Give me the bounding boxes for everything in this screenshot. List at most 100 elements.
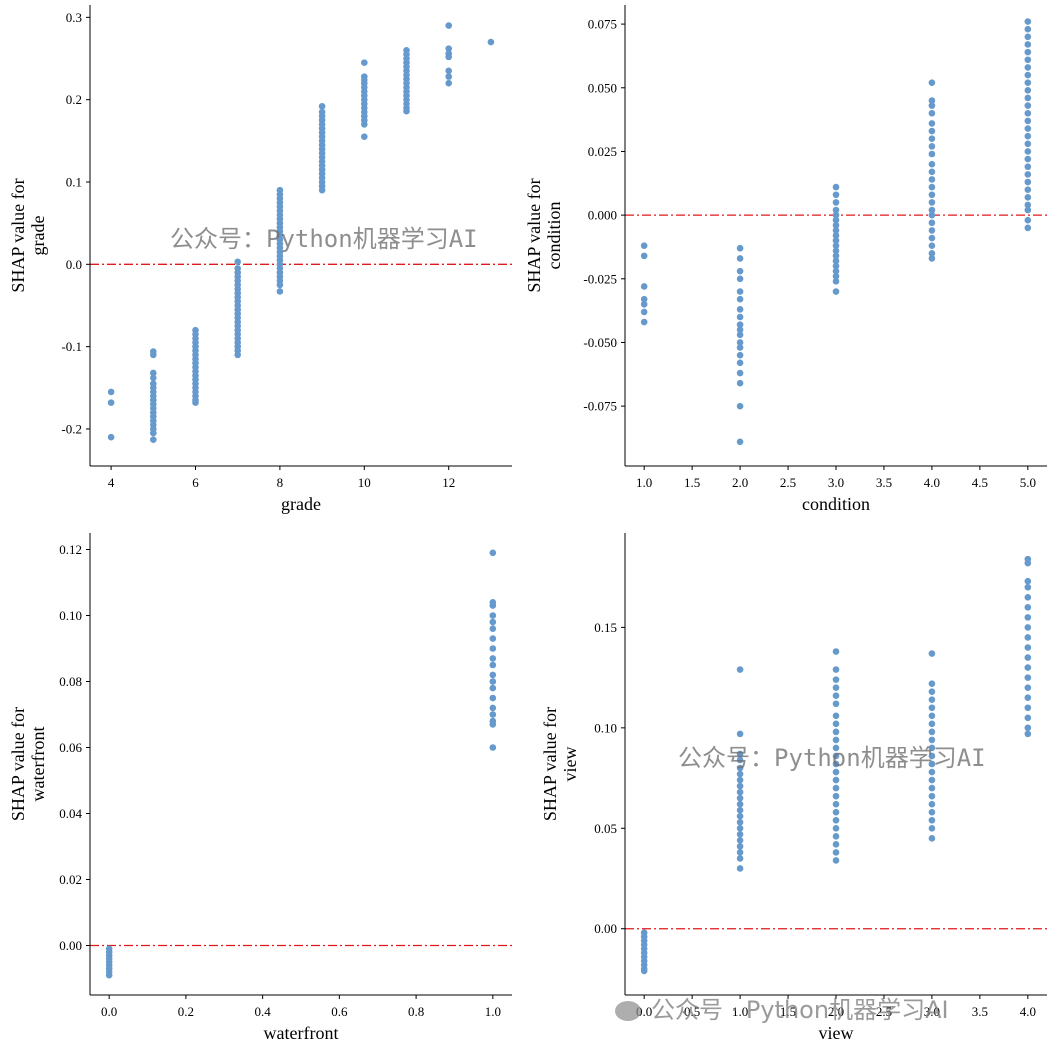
- data-point: [489, 711, 497, 718]
- data-point: [1024, 48, 1032, 56]
- y-axis-label: SHAP value for: [540, 707, 560, 821]
- y-tick-label: 0.050: [588, 80, 617, 95]
- data-point: [1024, 140, 1032, 148]
- data-point: [832, 833, 840, 840]
- data-point: [832, 849, 840, 856]
- data-point: [736, 344, 744, 351]
- data-point: [1024, 614, 1032, 621]
- y-tick-label: 0.3: [66, 10, 82, 25]
- data-point: [832, 676, 840, 683]
- data-point: [832, 841, 840, 848]
- x-tick-label: 0.0: [636, 1004, 652, 1019]
- data-point: [928, 97, 936, 104]
- data-point: [928, 816, 936, 824]
- data-point: [487, 38, 495, 46]
- data-point: [361, 121, 368, 128]
- data-point: [736, 806, 744, 814]
- data-point: [489, 602, 497, 609]
- data-point: [928, 808, 936, 816]
- x-tick-label: 1.0: [485, 1004, 501, 1019]
- data-point: [1024, 559, 1032, 567]
- data-point: [928, 242, 936, 249]
- data-points: [640, 18, 1032, 446]
- data-point: [1024, 206, 1032, 214]
- data-point: [736, 818, 744, 826]
- y-tick-label: 0.025: [588, 144, 617, 159]
- data-point: [928, 160, 936, 168]
- data-point: [928, 752, 936, 760]
- data-point: [832, 242, 840, 249]
- data-point: [736, 331, 744, 339]
- data-point: [1024, 624, 1032, 631]
- y-tick-label: 0.02: [59, 872, 82, 887]
- data-point: [736, 770, 744, 778]
- x-tick-label: 3.0: [828, 475, 844, 490]
- data-point: [150, 436, 157, 443]
- data-point: [832, 760, 840, 768]
- data-point: [1024, 714, 1032, 722]
- data-point: [445, 53, 453, 61]
- data-point: [276, 281, 284, 289]
- data-point: [928, 150, 936, 158]
- data-point: [832, 816, 840, 824]
- data-point: [928, 211, 936, 219]
- x-tick-label: 1.5: [684, 475, 700, 490]
- y-tick-label: 0.15: [594, 620, 617, 635]
- y-axis-label: condition: [544, 202, 564, 270]
- data-point: [445, 79, 453, 87]
- data-point: [1024, 704, 1032, 712]
- data-point: [736, 750, 744, 758]
- data-point: [832, 824, 840, 832]
- data-point: [736, 788, 744, 796]
- data-point: [928, 784, 936, 792]
- data-point: [1024, 25, 1032, 33]
- data-points: [107, 22, 495, 443]
- x-tick-label: 0.5: [684, 1004, 700, 1019]
- data-point: [928, 744, 936, 752]
- data-point: [736, 379, 744, 387]
- data-point: [928, 234, 936, 242]
- data-point: [832, 728, 840, 736]
- data-point: [1024, 18, 1032, 25]
- data-point: [832, 232, 840, 239]
- data-point: [489, 655, 497, 662]
- data-point: [832, 744, 840, 752]
- data-point: [832, 237, 840, 244]
- data-point: [928, 206, 936, 214]
- x-tick-label: 4.0: [1020, 1004, 1036, 1019]
- data-point: [1024, 634, 1032, 641]
- data-point: [1024, 193, 1032, 201]
- data-point: [928, 120, 936, 127]
- data-point: [1024, 604, 1032, 611]
- data-point: [640, 318, 648, 326]
- data-point: [489, 549, 497, 557]
- data-point: [736, 865, 744, 872]
- data-point: [736, 855, 744, 862]
- data-point: [928, 255, 936, 262]
- data-point: [640, 967, 648, 975]
- data-point: [1024, 577, 1032, 585]
- data-points: [640, 555, 1032, 975]
- x-axis-label: waterfront: [264, 1023, 339, 1043]
- y-tick-label: 0.12: [59, 542, 82, 557]
- data-point: [1024, 132, 1032, 140]
- data-point: [640, 308, 648, 316]
- data-point: [736, 359, 744, 367]
- data-point: [736, 306, 744, 313]
- y-axis-label: waterfront: [28, 727, 48, 802]
- x-axis-label: view: [819, 1023, 854, 1043]
- data-point: [832, 720, 840, 728]
- data-point: [1024, 644, 1032, 651]
- y-tick-label: 0.04: [59, 806, 82, 821]
- data-point: [736, 843, 744, 850]
- data-point: [489, 694, 497, 702]
- data-point: [736, 351, 744, 359]
- data-point: [1024, 724, 1032, 732]
- x-tick-label: 3.5: [972, 1004, 988, 1019]
- data-point: [736, 267, 744, 275]
- data-point: [832, 257, 840, 265]
- data-point: [1024, 102, 1032, 109]
- data-point: [928, 768, 936, 776]
- data-point: [736, 849, 744, 856]
